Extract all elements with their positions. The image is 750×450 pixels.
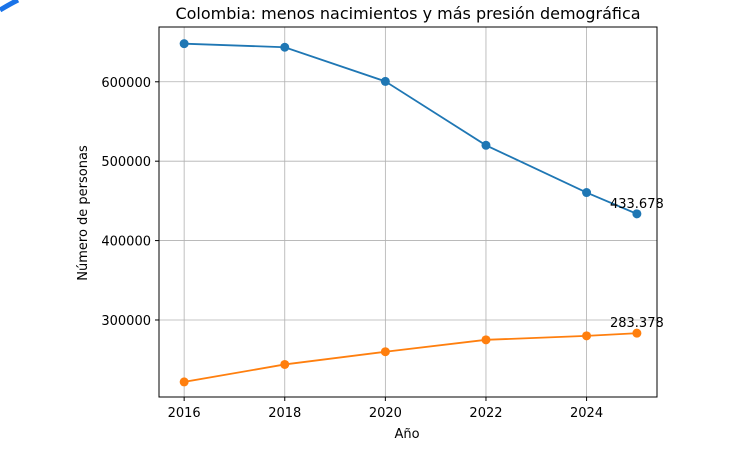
y-tick-label: 600000 bbox=[101, 76, 151, 91]
x-tick-label: 2020 bbox=[369, 406, 402, 421]
series-line bbox=[184, 42, 638, 215]
x-tick-label: 2018 bbox=[268, 406, 301, 421]
series-line bbox=[183, 332, 637, 383]
data-point bbox=[380, 76, 390, 86]
x-tick-label: 2024 bbox=[570, 406, 603, 421]
y-tick-label: 400000 bbox=[101, 235, 151, 250]
x-tick-label: 2016 bbox=[168, 406, 201, 421]
plot-frame bbox=[158, 26, 658, 398]
x-axis-label: Año bbox=[394, 427, 419, 442]
series-group: 433.678 283.378 bbox=[179, 39, 664, 387]
data-point bbox=[380, 347, 390, 357]
series-2: 283.378 bbox=[179, 316, 664, 387]
end-value-label: 433.678 bbox=[610, 197, 664, 212]
y-tick-label: 500000 bbox=[101, 155, 151, 170]
end-value-label: 283.378 bbox=[610, 316, 664, 331]
y-axis-label: Número de personas bbox=[76, 145, 91, 281]
data-point bbox=[632, 328, 642, 338]
data-point bbox=[179, 377, 189, 387]
data-point bbox=[582, 188, 592, 198]
data-point bbox=[280, 359, 290, 369]
chart-title: Colombia: menos nacimientos y más presió… bbox=[175, 4, 640, 23]
y-tick-label: 300000 bbox=[101, 314, 151, 329]
data-point bbox=[582, 331, 592, 341]
data-point bbox=[179, 39, 189, 49]
x-tick-labels: 2016 2018 2020 2022 2024 bbox=[168, 397, 603, 421]
x-tick-label: 2022 bbox=[469, 406, 502, 421]
data-point bbox=[481, 140, 491, 150]
axes bbox=[158, 26, 658, 398]
data-point bbox=[280, 42, 290, 52]
data-point bbox=[632, 209, 642, 219]
series-1: 433.678 bbox=[179, 39, 664, 219]
data-point bbox=[481, 335, 491, 345]
y-tick-labels: 300000 400000 500000 600000 bbox=[101, 76, 159, 329]
grid-lines bbox=[159, 27, 657, 397]
corner-decoration bbox=[0, 0, 20, 13]
